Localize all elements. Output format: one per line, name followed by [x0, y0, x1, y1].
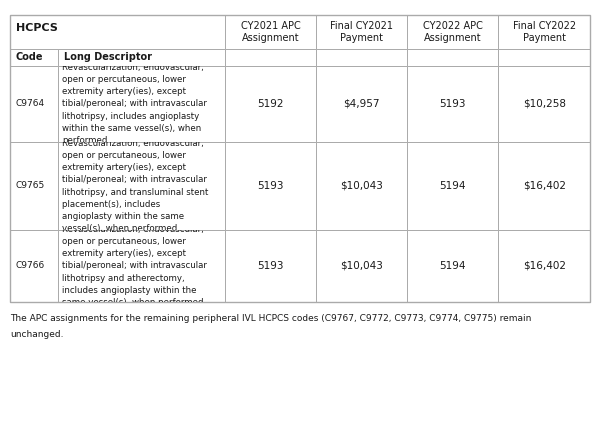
Text: HCPCS: HCPCS — [16, 23, 58, 33]
Text: The APC assignments for the remaining peripheral IVL HCPCS codes (C9767, C9772, : The APC assignments for the remaining pe… — [10, 314, 532, 323]
Text: 5192: 5192 — [257, 99, 284, 109]
Bar — [499, 230, 590, 302]
Text: CY2021 APC
Assignment: CY2021 APC Assignment — [241, 21, 301, 43]
Bar — [407, 15, 499, 49]
Bar — [316, 66, 407, 142]
Bar — [58, 49, 225, 66]
Bar — [225, 15, 316, 49]
Text: 5194: 5194 — [440, 181, 466, 191]
Bar — [10, 66, 58, 142]
Text: unchanged.: unchanged. — [10, 330, 64, 339]
Bar — [10, 142, 58, 230]
Text: C9766: C9766 — [16, 262, 45, 271]
Bar — [499, 142, 590, 230]
Text: Revascularization, endovascular,
open or percutaneous, lower
extremity artery(ie: Revascularization, endovascular, open or… — [62, 225, 207, 307]
Text: Revascularization, endovascular,
open or percutaneous, lower
extremity artery(ie: Revascularization, endovascular, open or… — [62, 139, 209, 233]
Bar — [58, 230, 225, 302]
Text: $4,957: $4,957 — [344, 99, 380, 109]
Text: $16,402: $16,402 — [523, 181, 566, 191]
Bar — [499, 49, 590, 66]
Bar — [10, 15, 590, 302]
Text: Long Descriptor: Long Descriptor — [64, 52, 152, 63]
Text: Final CY2022
Payment: Final CY2022 Payment — [512, 21, 576, 43]
Bar — [316, 230, 407, 302]
Bar — [10, 15, 225, 49]
Text: CY2022 APC
Assignment: CY2022 APC Assignment — [423, 21, 483, 43]
Bar — [58, 66, 225, 142]
Bar — [407, 66, 499, 142]
Text: 5193: 5193 — [257, 181, 284, 191]
Text: 5193: 5193 — [440, 99, 466, 109]
Bar — [225, 49, 316, 66]
Text: C9765: C9765 — [16, 181, 45, 190]
Text: $16,402: $16,402 — [523, 261, 566, 271]
Bar — [225, 230, 316, 302]
Bar — [316, 142, 407, 230]
Text: C9764: C9764 — [16, 100, 45, 109]
Text: Final CY2021
Payment: Final CY2021 Payment — [330, 21, 393, 43]
Text: $10,258: $10,258 — [523, 99, 566, 109]
Bar — [225, 142, 316, 230]
Bar — [10, 49, 58, 66]
Bar — [499, 66, 590, 142]
Text: $10,043: $10,043 — [340, 181, 383, 191]
Text: Code: Code — [16, 52, 44, 63]
Bar — [407, 230, 499, 302]
Bar — [499, 15, 590, 49]
Bar — [225, 66, 316, 142]
Bar — [407, 49, 499, 66]
Text: Revascularization, endovascular,
open or percutaneous, lower
extremity artery(ie: Revascularization, endovascular, open or… — [62, 63, 207, 145]
Bar — [316, 49, 407, 66]
Bar — [10, 230, 58, 302]
Text: 5193: 5193 — [257, 261, 284, 271]
Bar — [407, 142, 499, 230]
Bar — [316, 15, 407, 49]
Text: 5194: 5194 — [440, 261, 466, 271]
Text: $10,043: $10,043 — [340, 261, 383, 271]
Bar — [58, 142, 225, 230]
